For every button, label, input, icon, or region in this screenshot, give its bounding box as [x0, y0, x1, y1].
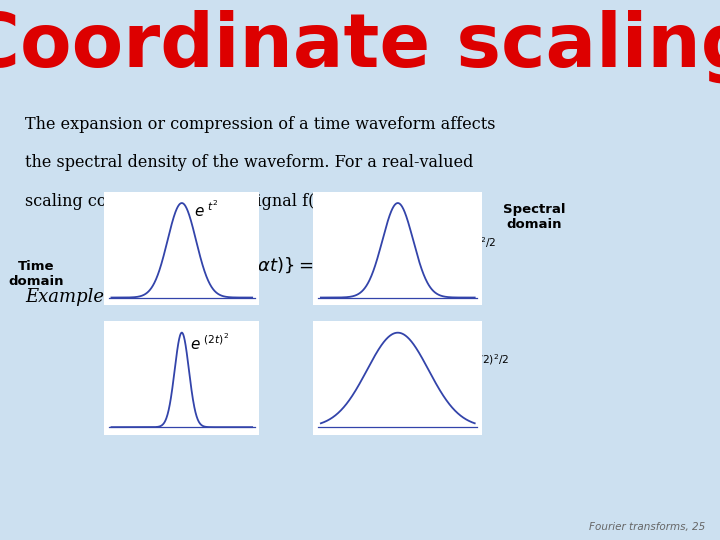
Text: $\mathfrak{F}\{f(\alpha t)\} = \dfrac{1}{|\alpha|}F\!\left(\dfrac{\omega}{\alpha: $\mathfrak{F}\{f(\alpha t)\} = \dfrac{1}…: [219, 249, 384, 290]
Text: Example: Example: [24, 288, 104, 306]
Text: the spectral density of the waveform. For a real-valued: the spectral density of the waveform. Fo…: [24, 154, 473, 171]
Text: The expansion or compression of a time waveform affects: The expansion or compression of a time w…: [24, 116, 495, 132]
Text: scaling constant α and any signal f(t): scaling constant α and any signal f(t): [24, 193, 327, 210]
Text: Spectral
domain: Spectral domain: [503, 204, 566, 231]
Text: Time
domain: Time domain: [8, 260, 64, 288]
Text: Fourier transforms, 25: Fourier transforms, 25: [590, 522, 706, 532]
Text: Coordinate scaling: Coordinate scaling: [0, 10, 720, 83]
Text: $\sqrt{2\pi}e^{\ (\omega/2)^2/2}$: $\sqrt{2\pi}e^{\ (\omega/2)^2/2}$: [420, 350, 509, 373]
Text: $\sqrt{2\pi}e^{-\omega^2/2}$: $\sqrt{2\pi}e^{-\omega^2/2}$: [420, 234, 497, 256]
Text: $e^{\ (2t)^2}$: $e^{\ (2t)^2}$: [189, 332, 228, 353]
Text: $e^{\ t^2}$: $e^{\ t^2}$: [194, 199, 219, 220]
